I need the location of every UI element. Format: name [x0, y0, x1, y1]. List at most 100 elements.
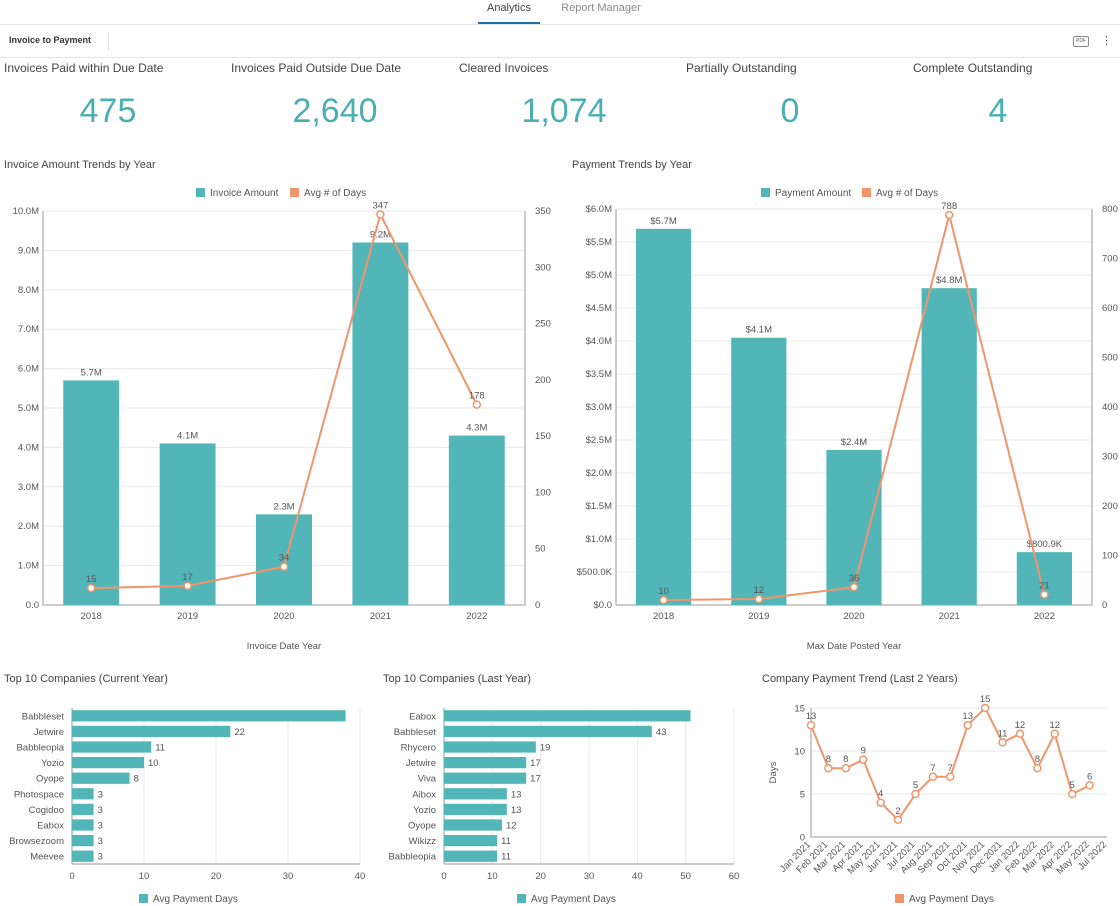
line-data-label: 15 — [86, 574, 97, 585]
line-data-label: 4 — [878, 789, 883, 800]
x-tick-label: 2019 — [177, 611, 198, 622]
line-point — [911, 789, 920, 799]
y-tick-label: Oyope — [408, 821, 436, 832]
x-tick-label: 20 — [211, 871, 222, 882]
chart-title-invoice-trends: Invoice Amount Trends by Year — [4, 159, 156, 171]
y-axis-title: Days — [768, 761, 779, 783]
more-options-icon[interactable]: ⋮ — [1101, 35, 1112, 47]
tab-analytics[interactable]: Analytics — [478, 0, 540, 24]
legend-label: Payment Amount — [775, 188, 851, 199]
line-data-label: 8 — [1035, 754, 1040, 765]
line-data-label: 34 — [279, 553, 290, 564]
line-data-label: 788 — [941, 201, 957, 212]
x-tick-label: 2021 — [939, 611, 960, 622]
bar-data-label: 3 — [98, 836, 103, 847]
bar-data-label: 9.2M — [370, 230, 391, 241]
y-tick-label: $4.0M — [586, 336, 612, 347]
line-point — [659, 595, 668, 605]
y2-tick-label: 700 — [1102, 254, 1118, 265]
line-point — [841, 763, 851, 773]
line-point — [849, 582, 859, 592]
y2-tick-label: 350 — [535, 206, 551, 217]
y2-tick-label: 500 — [1102, 353, 1118, 364]
y-tick-label: $6.0M — [586, 204, 612, 215]
kpi-label: Cleared Invoices — [459, 61, 549, 75]
x-tick-label: 30 — [584, 871, 595, 882]
y2-tick-label: 200 — [535, 375, 551, 386]
line-data-label: 7 — [948, 763, 953, 774]
line-point — [998, 738, 1007, 747]
report-toolbar: Invoice to Payment PDF ⋮ — [0, 25, 1120, 58]
x-tick-label: 10 — [487, 871, 498, 882]
bar — [256, 514, 312, 605]
line-data-label: 5 — [1070, 780, 1075, 791]
y2-tick-label: 100 — [1102, 551, 1118, 562]
x-tick-label: 50 — [680, 871, 691, 882]
bar — [444, 756, 527, 769]
y2-tick-label: 600 — [1102, 303, 1118, 314]
bar — [444, 725, 652, 738]
line-data-label: 6 — [1087, 771, 1092, 782]
bar — [444, 788, 507, 800]
bar — [731, 337, 787, 605]
bar — [921, 288, 977, 605]
line-point — [893, 815, 903, 825]
line-point — [1033, 763, 1042, 773]
y-tick-label: 15 — [794, 704, 805, 715]
y-tick-label: $4.5M — [586, 303, 612, 314]
bar-data-label: $5.7M — [650, 216, 676, 227]
tab-report-manager[interactable]: Report Manager — [561, 2, 641, 14]
line-point — [946, 772, 955, 782]
kpi-label: Invoices Paid Outside Due Date — [231, 61, 402, 75]
bar — [826, 449, 882, 605]
y-tick-label: 10 — [794, 747, 805, 758]
line-data-label: 13 — [806, 711, 817, 722]
bar-data-label: 2.3M — [273, 501, 294, 512]
x-tick-label: 2018 — [653, 611, 674, 622]
line-data-label: 13 — [962, 711, 973, 722]
y-tick-label: Oyope — [36, 774, 64, 785]
line-data-label: 347 — [372, 200, 388, 211]
legend-swatch-line — [862, 188, 871, 197]
y-tick-label: 5 — [800, 790, 805, 801]
legend-swatch-bar — [761, 188, 770, 197]
x-tick-label: 40 — [632, 871, 643, 882]
line-point — [858, 755, 868, 764]
bar — [72, 772, 130, 784]
x-tick-label: 0 — [441, 871, 446, 882]
line-point — [1015, 729, 1025, 739]
bar — [63, 380, 120, 605]
invoice-amount-chart: Invoice Amount Avg # of Days 0.0 1.0M 2.0M 3.… — [13, 188, 551, 652]
x-tick-label: 30 — [283, 871, 294, 882]
line-data-label: 10 — [658, 586, 669, 597]
legend-label: Avg # of Days — [304, 188, 366, 199]
line-point — [1067, 789, 1077, 799]
y-tick-label: $5.0M — [586, 270, 612, 281]
pdf-export-icon[interactable]: PDF — [1073, 36, 1089, 47]
y2-tick-label: 0 — [1102, 600, 1107, 611]
y-tick-label: 10.0M — [13, 206, 39, 217]
y-tick-label: $1.0M — [586, 534, 612, 545]
bar-data-label: 43 — [656, 727, 667, 738]
bar-data-label: 3 — [98, 789, 103, 800]
y-tick-label: Babbleopia — [16, 743, 64, 754]
legend-swatch — [517, 894, 526, 903]
x-tick-label: 2022 — [466, 611, 487, 622]
line-point — [1050, 729, 1060, 739]
bar — [72, 710, 346, 722]
top-companies-last-chart: 0 10 20 30 40 50 60 Eabox Babbleset 43 Rhycero 19 Je… — [388, 708, 740, 905]
bar — [72, 834, 94, 847]
x-tick-label: 60 — [729, 871, 740, 882]
y-tick-label: Rhycero — [401, 743, 436, 754]
line-point — [963, 720, 972, 730]
legend-swatch-line — [290, 188, 299, 197]
line-data-label: 15 — [980, 695, 991, 705]
bar — [448, 435, 505, 605]
bar-data-label: 22 — [234, 727, 245, 738]
y-tick-label: $5.5M — [586, 237, 612, 248]
line-point — [472, 400, 482, 409]
bar — [444, 772, 527, 784]
bar — [159, 443, 216, 605]
y-tick-label: Browsezoom — [9, 836, 64, 847]
